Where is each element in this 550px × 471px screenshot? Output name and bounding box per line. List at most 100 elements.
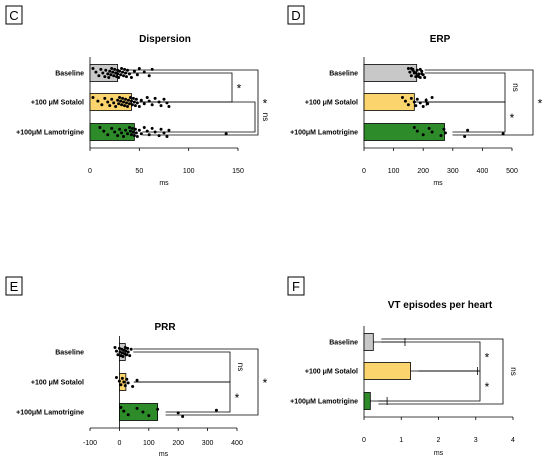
data-point xyxy=(121,96,125,100)
data-point xyxy=(156,407,160,411)
data-point xyxy=(124,128,128,132)
data-point xyxy=(118,350,122,354)
x-tick-label: 300 xyxy=(202,440,214,447)
data-point xyxy=(139,98,143,102)
significance-bracket xyxy=(133,381,231,413)
significance-bracket xyxy=(133,351,231,383)
data-point xyxy=(122,380,126,384)
x-tick-label: 300 xyxy=(447,168,459,175)
data-point xyxy=(116,72,120,76)
data-point xyxy=(126,346,130,350)
data-point xyxy=(125,101,129,105)
panel-letter-box xyxy=(5,5,23,25)
category-label: Baseline xyxy=(329,340,358,347)
panel-letter-box xyxy=(287,5,305,25)
data-point xyxy=(147,414,151,418)
x-tick-label: 400 xyxy=(231,440,243,447)
data-point xyxy=(430,96,434,99)
data-point xyxy=(159,104,163,108)
panel-title: PRR xyxy=(154,322,176,333)
category-label: +100μM Lamotrigine xyxy=(290,399,358,406)
data-point xyxy=(118,69,122,73)
data-point xyxy=(133,104,137,108)
category-label: Baseline xyxy=(55,71,84,78)
x-tick-label: 150 xyxy=(232,168,244,175)
data-point xyxy=(111,70,115,74)
panel-letter-box xyxy=(287,276,305,296)
data-point xyxy=(122,409,126,413)
x-tick-label: 100 xyxy=(388,168,400,175)
data-point xyxy=(114,376,118,379)
data-point xyxy=(131,96,135,100)
data-point xyxy=(109,73,113,77)
data-point xyxy=(124,349,128,353)
data-point xyxy=(134,131,138,135)
data-point xyxy=(134,97,138,101)
data-point xyxy=(124,97,128,101)
data-point xyxy=(411,68,415,72)
x-tick-label: 3 xyxy=(474,437,478,444)
data-point xyxy=(142,126,146,129)
data-point xyxy=(400,96,404,99)
data-point xyxy=(135,378,139,382)
significance-label: * xyxy=(263,376,268,390)
data-point xyxy=(128,96,132,99)
data-point xyxy=(214,408,218,412)
significance-label: * xyxy=(485,351,490,365)
data-point xyxy=(150,67,154,71)
data-point xyxy=(123,384,127,388)
data-point xyxy=(120,376,124,380)
data-point xyxy=(125,377,129,381)
category-label: +100μM Lamotrigine xyxy=(16,130,84,137)
data-point xyxy=(125,105,129,108)
data-point xyxy=(114,349,118,353)
data-point xyxy=(103,96,107,100)
data-point xyxy=(127,126,131,129)
data-point xyxy=(129,133,133,137)
data-point xyxy=(150,103,154,107)
data-point xyxy=(106,133,110,137)
data-point xyxy=(114,105,118,108)
data-point xyxy=(443,131,447,135)
data-point xyxy=(106,72,110,76)
data-point xyxy=(426,102,430,106)
data-point xyxy=(142,102,146,106)
data-point xyxy=(130,126,134,130)
data-point xyxy=(430,130,434,134)
significance-bracket xyxy=(125,69,259,136)
data-point xyxy=(110,97,114,101)
significance-label: ns xyxy=(509,367,518,375)
data-point xyxy=(124,71,128,75)
significance-label: * xyxy=(485,380,490,394)
significance-label: * xyxy=(263,97,268,111)
data-point xyxy=(120,351,124,355)
data-point xyxy=(406,103,410,107)
data-point xyxy=(165,135,169,138)
data-point xyxy=(129,347,133,351)
data-point xyxy=(501,132,505,136)
panel-letter-box xyxy=(5,276,23,296)
data-point xyxy=(159,127,163,131)
category-label: +100μM Lamotrigine xyxy=(16,410,84,417)
data-point xyxy=(145,96,149,99)
significance-label: ns xyxy=(511,83,520,91)
data-point xyxy=(118,96,122,99)
data-point xyxy=(415,129,419,133)
category-label: Baseline xyxy=(55,350,84,357)
data-point xyxy=(129,76,133,79)
data-point xyxy=(415,97,419,101)
data-point xyxy=(427,126,431,130)
data-point xyxy=(100,103,104,107)
data-point xyxy=(181,415,185,418)
data-point xyxy=(126,350,130,354)
data-point xyxy=(91,96,95,99)
significance-bracket xyxy=(378,370,481,402)
category-label: +100μM Lamotrigine xyxy=(290,130,358,137)
x-tick-label: 4 xyxy=(511,437,515,444)
data-point xyxy=(104,68,108,72)
significance-label: ns xyxy=(236,363,245,371)
x-tick-label: 0 xyxy=(88,168,92,175)
x-axis-label: ms xyxy=(433,180,443,187)
panel-d: D ERP 0 100 200 300 400 500 ms Baseline +100 μM So… xyxy=(287,5,543,187)
significance-bracket xyxy=(125,72,233,103)
